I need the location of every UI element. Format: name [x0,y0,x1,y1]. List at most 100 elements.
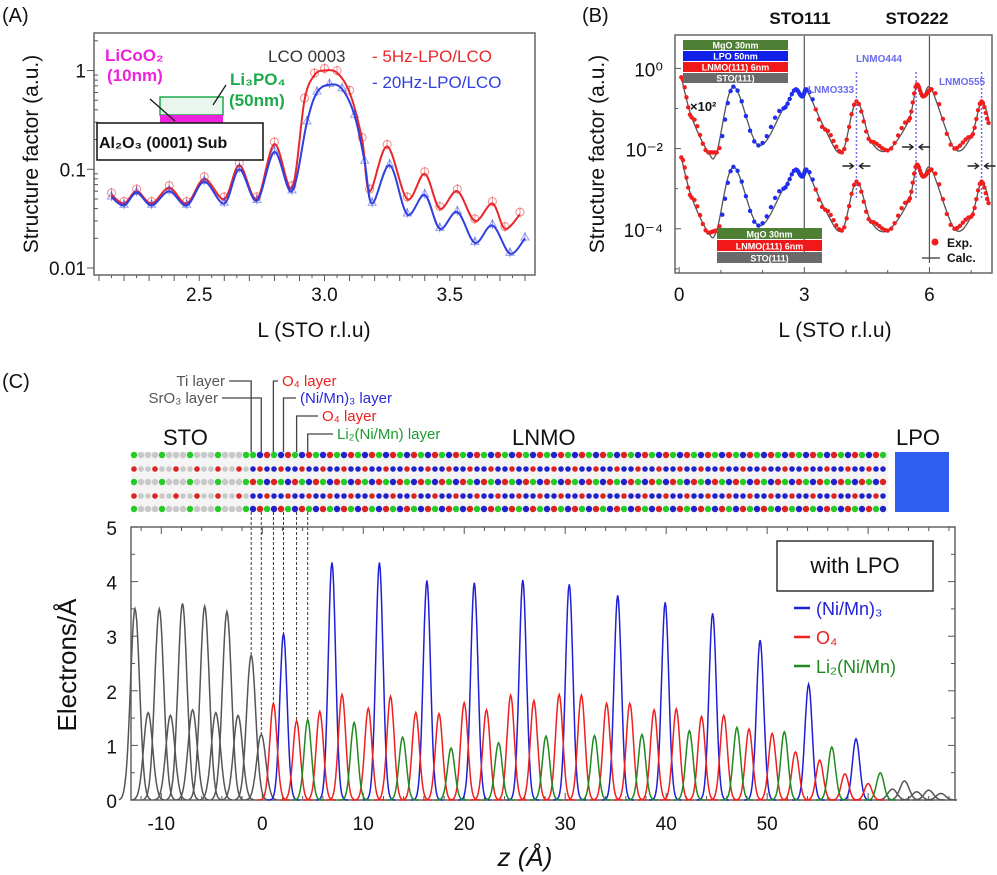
atom [361,505,369,513]
exp-data-point [747,128,753,133]
atom [368,451,376,459]
atom [341,466,347,472]
atom [732,505,740,513]
atom [830,505,838,513]
layer-leader-line [229,380,252,452]
data-point-20hz [402,208,413,217]
density-peak--ni-mn-3 [267,633,300,801]
atom [705,466,711,472]
atom [193,451,201,459]
exp-data-point [720,212,725,217]
layer-without_lpo [717,252,822,263]
atom [340,505,348,513]
atom [649,493,655,499]
exp-data-point [863,129,869,134]
atom [879,451,887,459]
exp-data-point [846,203,852,209]
exp-data-point [957,223,963,228]
exp-data-point [895,213,901,218]
atom [802,505,810,513]
atom [417,478,425,486]
atom [306,493,312,499]
atom [739,505,747,513]
atom [536,451,544,459]
atom [614,466,620,472]
atom [788,478,796,486]
legend-calc-label: Calc. [947,251,976,265]
atom [844,451,852,459]
atom [431,451,439,459]
atom [529,478,537,486]
exp-data-point [692,197,697,203]
atom [859,466,865,472]
atom [263,478,271,486]
x-tick-label: 0 [674,285,685,306]
atom [487,505,495,513]
atom [410,478,418,486]
atom [193,478,201,486]
li3po4-label: Li₃PO₄ [230,70,286,89]
atom [564,451,572,459]
exp-data-point [697,132,703,138]
atom [242,505,250,513]
x-tick-label: 2.5 [186,285,212,306]
atom [844,505,852,513]
atom [803,466,809,472]
exp-data-point [789,172,794,177]
atom [760,478,768,486]
exp-data-point [752,139,757,144]
atom [711,505,719,513]
atom [677,493,683,499]
atom [809,478,817,486]
atom [733,466,739,472]
exp-data-point [940,116,946,122]
density-peak-li2-ni-mn- [482,741,515,801]
atom [186,451,194,459]
atom [487,478,495,486]
exp-data-point [842,146,847,152]
atom [432,493,438,499]
atom [166,493,172,499]
atom [746,451,754,459]
exp-data-point [831,217,836,223]
exp-data-point [911,171,917,176]
atom [543,478,551,486]
atom [585,478,593,486]
scale-note: ×10² [690,99,717,114]
atom [838,493,844,499]
atom [858,478,866,486]
exp-data-point [910,100,915,105]
exp-data-point [856,101,862,107]
atom [641,478,649,486]
atom [823,451,831,459]
atom [284,505,292,513]
atom [501,505,509,513]
atom [390,493,396,499]
atom [424,451,432,459]
atom [298,451,306,459]
licoo2-label: LiCoO₂ [105,46,164,65]
atom [494,451,502,459]
atom [460,493,466,499]
atom [438,478,446,486]
layer-label: (Ni/Mn)₃ layer [300,390,392,407]
peak-shift-arrow [967,162,996,170]
atom [628,493,634,499]
atom [333,451,341,459]
atom [445,478,453,486]
data-point-5hz [452,184,462,194]
exp-data-point [825,208,831,214]
atom [740,466,746,472]
atom [319,478,327,486]
atom [355,493,361,499]
atom [453,466,459,472]
atom [537,493,543,499]
density-peak-sto [912,789,945,801]
atom [508,505,516,513]
exp-data-point [789,91,794,97]
atom [697,451,705,459]
atom [725,451,733,459]
atom [795,478,803,486]
atom [634,478,642,486]
density-peak--ni-mn-3 [315,562,349,801]
